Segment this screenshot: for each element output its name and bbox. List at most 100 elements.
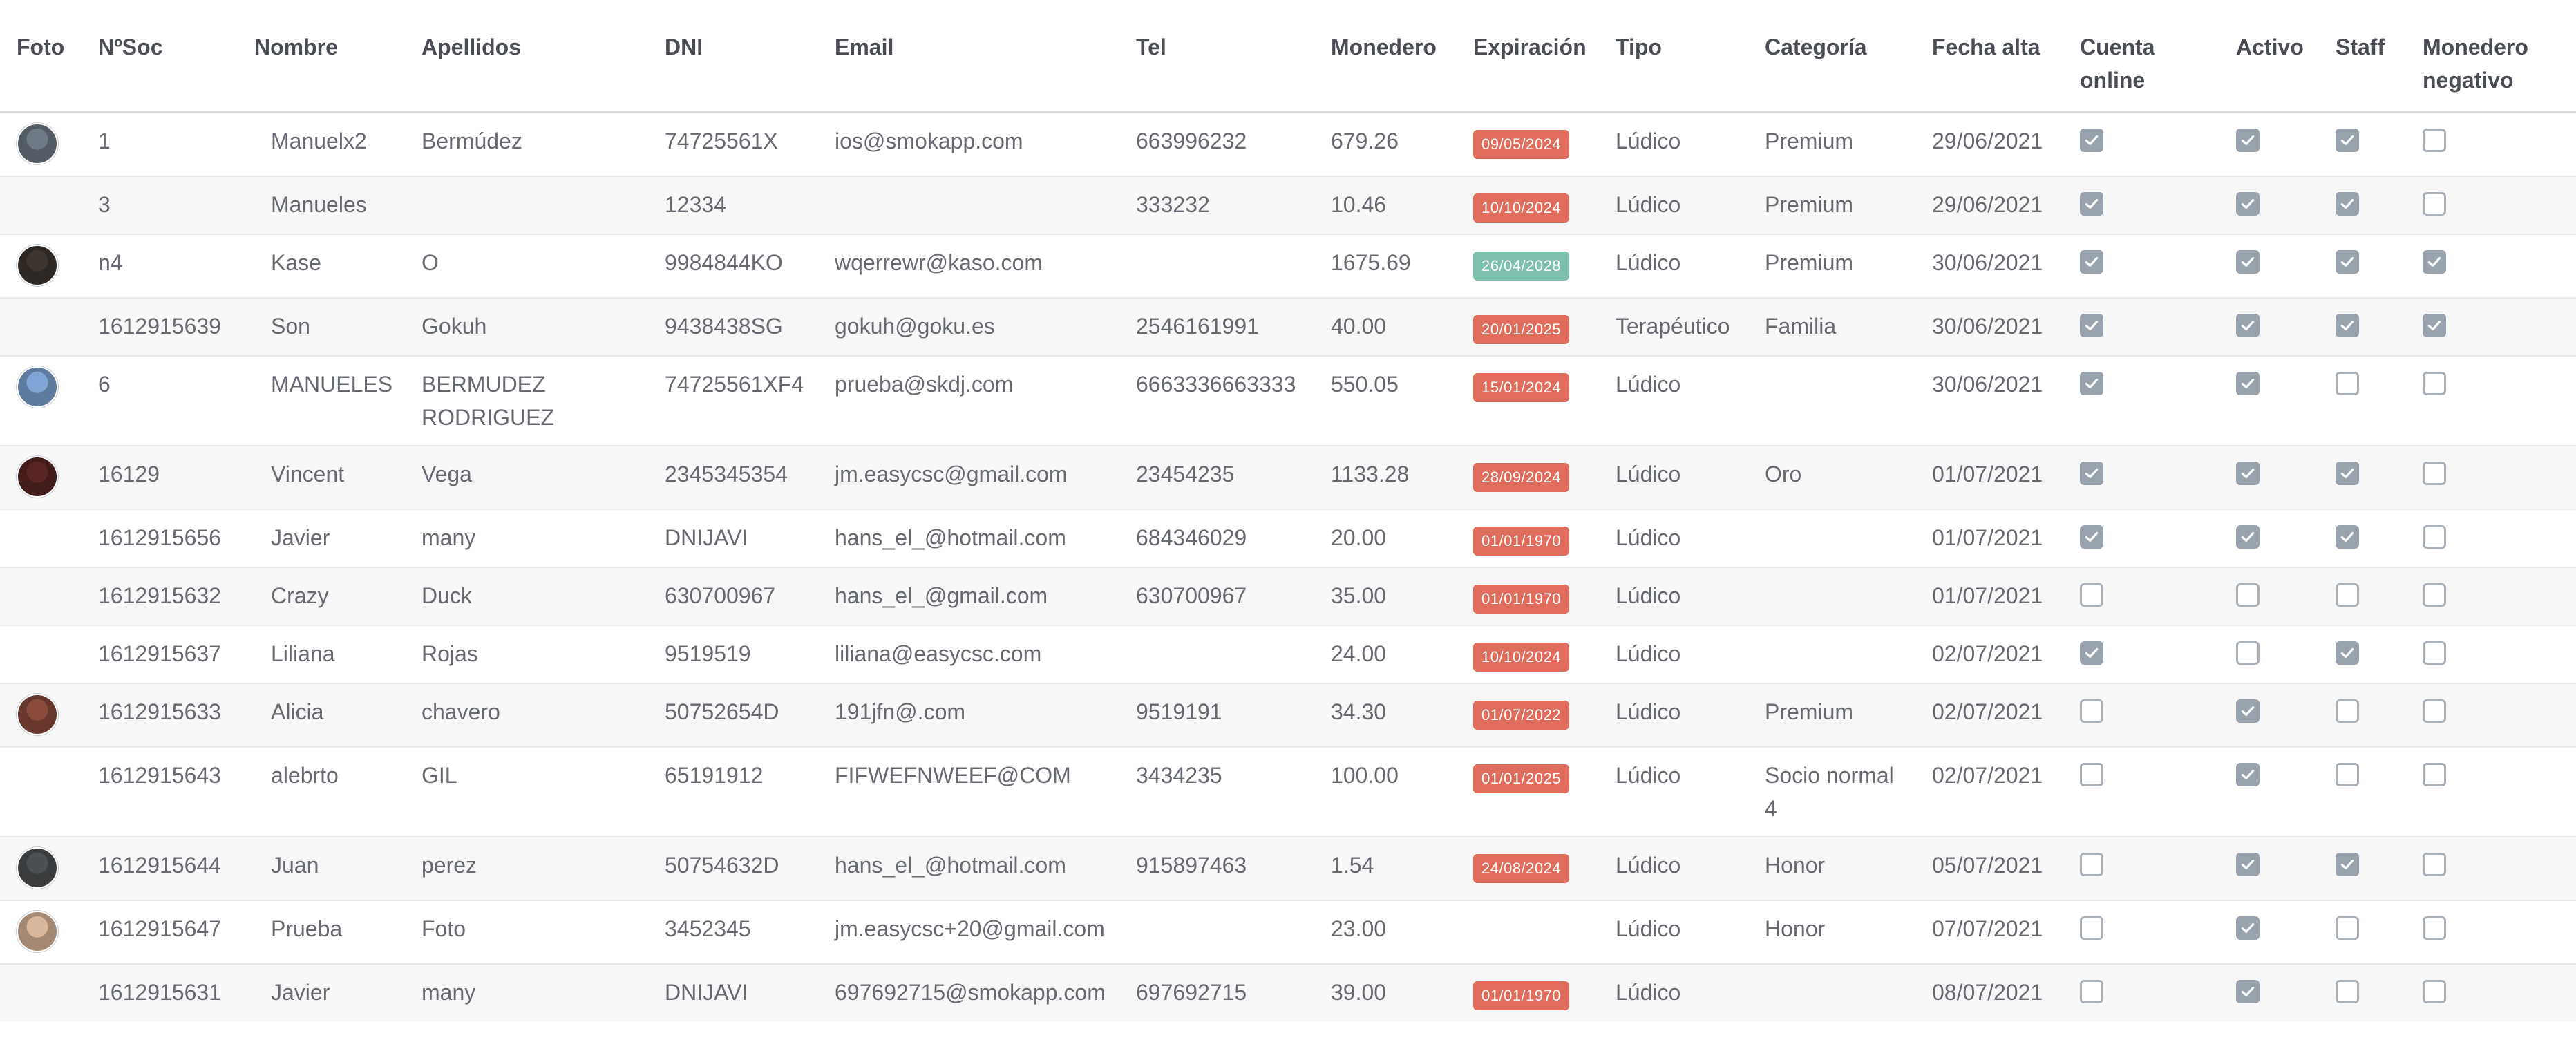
column-header-monedero[interactable]: Monedero <box>1314 0 1457 113</box>
table-row[interactable]: 1612915644 Juan perez 50754632D hans_el_@hot… <box>0 836 2576 900</box>
table-row[interactable]: 1 Manuelx2 Bermúdez 74725561X ios@smokapp.co… <box>0 112 2576 176</box>
cuenta-online-checkbox[interactable] <box>2080 129 2103 152</box>
cuenta-online-checkbox[interactable] <box>2080 462 2103 485</box>
staff-checkbox[interactable] <box>2336 192 2359 216</box>
activo-checkbox[interactable] <box>2236 583 2260 607</box>
column-header-foto[interactable]: Foto <box>0 0 82 113</box>
activo-checkbox[interactable] <box>2236 853 2260 876</box>
avatar[interactable] <box>17 847 58 889</box>
table-row[interactable]: 1612915643 alebrto GIL 65191912 FIFWEFNWEEF@… <box>0 746 2576 837</box>
staff-checkbox[interactable] <box>2336 980 2359 1003</box>
cuenta-online-checkbox[interactable] <box>2080 372 2103 395</box>
table-row[interactable]: 1612915632 Crazy Duck 630700967 hans_el_@gma… <box>0 567 2576 625</box>
monedero-negativo-checkbox[interactable] <box>2423 699 2446 723</box>
activo-checkbox[interactable] <box>2236 462 2260 485</box>
cell-nombre: Javier <box>238 509 405 567</box>
avatar[interactable] <box>17 911 58 952</box>
activo-checkbox[interactable] <box>2236 250 2260 274</box>
monedero-negativo-checkbox[interactable] <box>2423 129 2446 152</box>
staff-checkbox[interactable] <box>2336 129 2359 152</box>
cuenta-online-checkbox[interactable] <box>2080 916 2103 940</box>
activo-checkbox[interactable] <box>2236 641 2260 665</box>
monedero-negativo-checkbox[interactable] <box>2423 641 2446 665</box>
cuenta-online-checkbox[interactable] <box>2080 763 2103 786</box>
monedero-negativo-checkbox[interactable] <box>2423 763 2446 786</box>
staff-checkbox[interactable] <box>2336 372 2359 395</box>
categoria-value: Socio normal 4 <box>1765 763 1894 821</box>
column-header-monedero-negativo[interactable]: Monedero negativo <box>2406 0 2576 113</box>
cuenta-online-checkbox[interactable] <box>2080 641 2103 665</box>
activo-checkbox[interactable] <box>2236 372 2260 395</box>
column-header-dni[interactable]: DNI <box>648 0 818 113</box>
column-header-tipo[interactable]: Tipo <box>1599 0 1748 113</box>
apellidos-value: perez <box>422 853 477 878</box>
cell-staff <box>2319 746 2406 837</box>
activo-checkbox[interactable] <box>2236 525 2260 549</box>
column-header-activo[interactable]: Activo <box>2219 0 2319 113</box>
activo-checkbox[interactable] <box>2236 699 2260 723</box>
monedero-negativo-checkbox[interactable] <box>2423 980 2446 1003</box>
column-header-expiracion[interactable]: Expiración <box>1457 0 1599 113</box>
table-row[interactable]: 1612915656 Javier many DNIJAVI hans_el_@hotm… <box>0 509 2576 567</box>
table-row[interactable]: 1612915637 Liliana Rojas 9519519 liliana@eas… <box>0 625 2576 683</box>
cuenta-online-checkbox[interactable] <box>2080 192 2103 216</box>
staff-checkbox[interactable] <box>2336 853 2359 876</box>
staff-checkbox[interactable] <box>2336 916 2359 940</box>
table-row[interactable]: 1612915639 Son Gokuh 9438438SG gokuh@goku.es… <box>0 297 2576 356</box>
monedero-negativo-checkbox[interactable] <box>2423 192 2446 216</box>
cuenta-online-checkbox[interactable] <box>2080 853 2103 876</box>
table-row[interactable]: 6 MANUELES BERMUDEZ RODRIGUEZ 74725561XF4 pr… <box>0 355 2576 446</box>
table-row[interactable]: 1612915647 Prueba Foto 3452345 jm.easycsc+20… <box>0 900 2576 964</box>
cell-email: liliana@easycsc.com <box>818 625 1119 683</box>
column-header-apellidos[interactable]: Apellidos <box>405 0 648 113</box>
table-row[interactable]: 1612915631 Javier many DNIJAVI 697692715@smo… <box>0 963 2576 1021</box>
monedero-negativo-checkbox[interactable] <box>2423 853 2446 876</box>
staff-checkbox[interactable] <box>2336 250 2359 274</box>
monedero-negativo-checkbox[interactable] <box>2423 314 2446 337</box>
monedero-negativo-checkbox[interactable] <box>2423 462 2446 485</box>
staff-checkbox[interactable] <box>2336 699 2359 723</box>
table-row[interactable]: n4 Kase O 9984844KO wqerrewr@kaso.com 1675.69… <box>0 234 2576 298</box>
activo-checkbox[interactable] <box>2236 314 2260 337</box>
monedero-negativo-checkbox[interactable] <box>2423 583 2446 607</box>
activo-checkbox[interactable] <box>2236 192 2260 216</box>
activo-checkbox[interactable] <box>2236 916 2260 940</box>
cuenta-online-checkbox[interactable] <box>2080 250 2103 274</box>
staff-checkbox[interactable] <box>2336 641 2359 665</box>
activo-checkbox[interactable] <box>2236 980 2260 1003</box>
column-header-cuenta-online[interactable]: Cuenta online <box>2063 0 2219 113</box>
staff-checkbox[interactable] <box>2336 583 2359 607</box>
table-row[interactable]: 3 Manueles 12334 333232 10.46 10/10/2024 Lúdic… <box>0 176 2576 234</box>
monedero-negativo-checkbox[interactable] <box>2423 372 2446 395</box>
cuenta-online-checkbox[interactable] <box>2080 314 2103 337</box>
cell-fecha-alta: 01/07/2021 <box>1915 567 2063 625</box>
monedero-negativo-checkbox[interactable] <box>2423 525 2446 549</box>
cuenta-online-checkbox[interactable] <box>2080 525 2103 549</box>
fecha-alta-value: 30/06/2021 <box>1932 372 2043 397</box>
column-header-tel[interactable]: Tel <box>1119 0 1314 113</box>
activo-checkbox[interactable] <box>2236 763 2260 786</box>
cuenta-online-checkbox[interactable] <box>2080 583 2103 607</box>
avatar[interactable] <box>17 245 58 286</box>
avatar[interactable] <box>17 694 58 735</box>
staff-checkbox[interactable] <box>2336 525 2359 549</box>
avatar[interactable] <box>17 366 58 408</box>
avatar[interactable] <box>17 123 58 164</box>
monedero-negativo-checkbox[interactable] <box>2423 250 2446 274</box>
column-header-staff[interactable]: Staff <box>2319 0 2406 113</box>
monedero-negativo-checkbox[interactable] <box>2423 916 2446 940</box>
table-row[interactable]: 16129 Vincent Vega 2345345354 jm.easycsc@gma… <box>0 445 2576 509</box>
cuenta-online-checkbox[interactable] <box>2080 699 2103 723</box>
avatar[interactable] <box>17 456 58 498</box>
staff-checkbox[interactable] <box>2336 462 2359 485</box>
column-header-fecha-alta[interactable]: Fecha alta <box>1915 0 2063 113</box>
staff-checkbox[interactable] <box>2336 763 2359 786</box>
table-row[interactable]: 1612915633 Alicia chavero 50752654D 191jfn@.… <box>0 683 2576 747</box>
cuenta-online-checkbox[interactable] <box>2080 980 2103 1003</box>
column-header-nombre[interactable]: Nombre <box>238 0 405 113</box>
column-header-nsoc[interactable]: NºSoc <box>82 0 238 113</box>
activo-checkbox[interactable] <box>2236 129 2260 152</box>
column-header-email[interactable]: Email <box>818 0 1119 113</box>
column-header-categoria[interactable]: Categoría <box>1748 0 1915 113</box>
staff-checkbox[interactable] <box>2336 314 2359 337</box>
